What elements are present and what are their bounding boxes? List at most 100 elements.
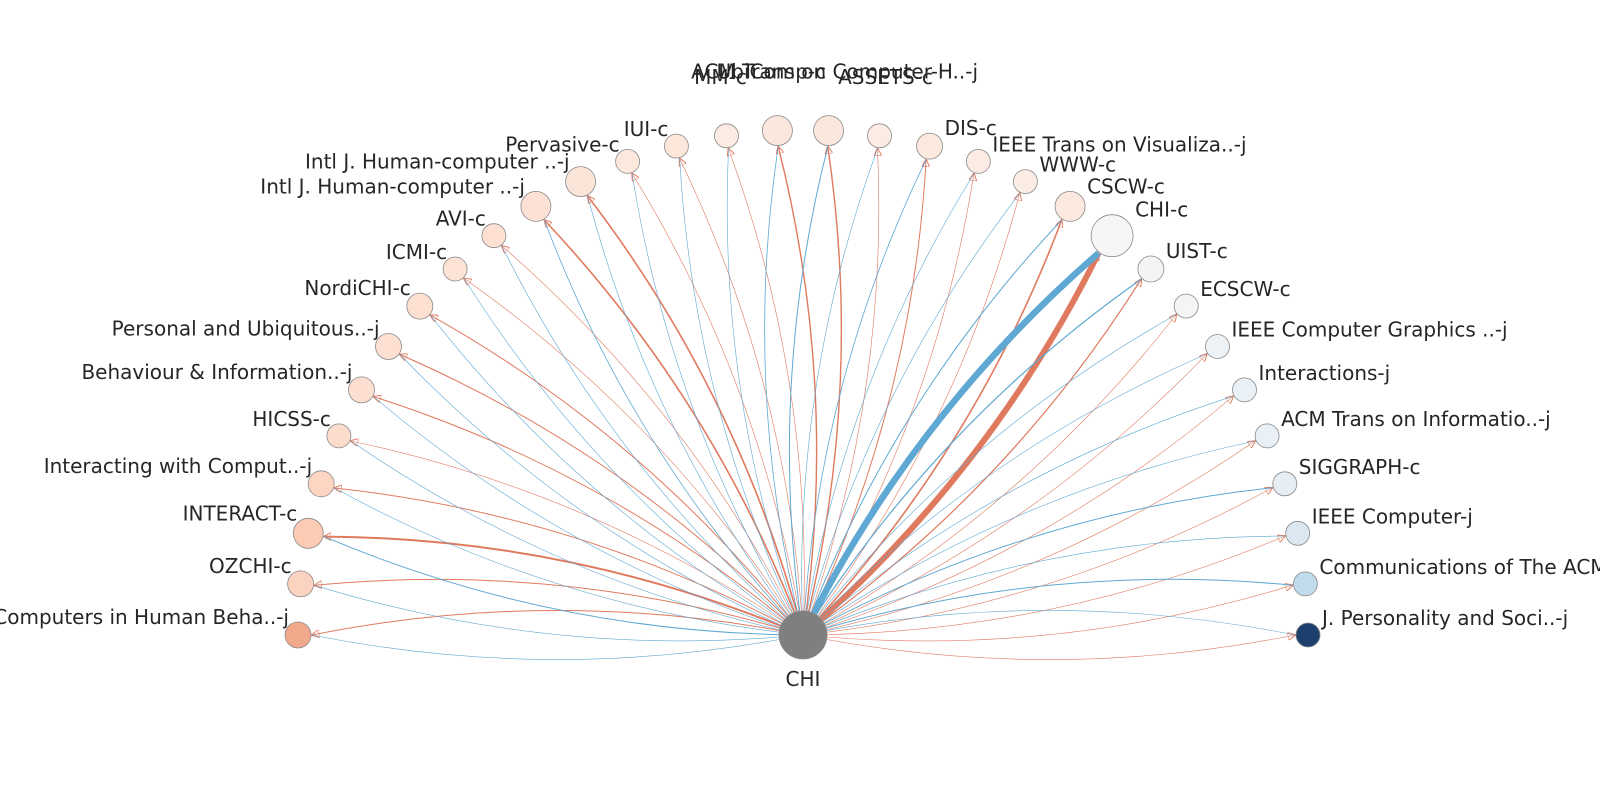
node-12[interactable] [615, 148, 640, 174]
node-label-12: Pervasive-c [505, 132, 619, 156]
node-label-31: J. Personality and Soci..-j [1320, 606, 1568, 630]
node-11[interactable] [565, 166, 596, 198]
edge-out-22 [801, 253, 1102, 638]
edge-out-12 [632, 174, 804, 636]
node-19[interactable] [966, 148, 991, 174]
edge-out-15 [778, 147, 818, 636]
edges-layer [312, 147, 1295, 660]
node-26[interactable] [1232, 377, 1257, 403]
node-13[interactable] [664, 133, 689, 159]
node-4[interactable] [326, 423, 352, 449]
edge-in-1 [314, 585, 804, 642]
node-label-23: UIST-c [1166, 239, 1228, 263]
node-20[interactable] [1013, 169, 1038, 195]
node-label-1: OZCHI-c [209, 554, 292, 578]
edge-in-4 [350, 440, 804, 636]
node-label-0: Computers in Human Beha..-j [0, 605, 289, 629]
node-label-27: ACM Trans on Informatio..-j [1281, 407, 1551, 431]
edge-in-9 [501, 245, 804, 636]
edge-in-24 [802, 314, 1177, 636]
node-18[interactable] [916, 132, 943, 160]
edge-in-3 [334, 487, 804, 636]
edge-in-29 [802, 535, 1285, 636]
edge-out-4 [351, 441, 804, 636]
edge-out-6 [400, 355, 804, 636]
node-5[interactable] [348, 376, 375, 404]
node-6[interactable] [375, 333, 402, 360]
node-21[interactable] [1054, 190, 1086, 222]
node-3[interactable] [307, 470, 335, 498]
node-30[interactable] [1293, 571, 1318, 597]
node-8[interactable] [442, 256, 468, 282]
edge-out-31 [802, 635, 1295, 660]
edge-out-1 [315, 578, 804, 636]
node-16[interactable] [813, 115, 844, 147]
node-label-10: Intl J. Human-computer ..-j [260, 174, 525, 198]
node-label-19: IEEE Trans on Visualiza..-j [992, 132, 1246, 156]
edge-in-25 [802, 353, 1207, 636]
edge-out-11 [588, 196, 804, 636]
node-9[interactable] [481, 223, 507, 249]
edge-out-24 [802, 315, 1176, 636]
center-node-group: CHI [778, 610, 828, 691]
node-label-5: Behaviour & Information..-j [81, 360, 352, 384]
edge-out-17 [802, 149, 879, 636]
node-label-11: Intl J. Human-computer ..-j [305, 150, 570, 174]
edge-in-31 [802, 610, 1296, 636]
node-22[interactable] [1090, 214, 1134, 258]
node-label-7: NordiCHI-c [304, 276, 410, 300]
edge-in-8 [463, 278, 804, 636]
node-27[interactable] [1254, 423, 1280, 449]
edge-out-30 [802, 585, 1293, 642]
node-0[interactable] [284, 621, 312, 649]
edge-in-21 [802, 219, 1063, 636]
edge-in-15 [764, 146, 804, 636]
node-14[interactable] [714, 123, 739, 149]
node-label-21: CSCW-c [1087, 174, 1165, 198]
node-23[interactable] [1137, 255, 1165, 283]
edge-out-14 [729, 149, 805, 636]
node-label-30: Communications of The ACM-j [1319, 555, 1600, 579]
node-10[interactable] [520, 190, 552, 222]
node-15[interactable] [762, 115, 793, 147]
node-label-2: INTERACT-c [183, 501, 298, 525]
edge-in-12 [631, 173, 804, 636]
node-label-24: ECSCW-c [1200, 277, 1290, 301]
node-2[interactable] [292, 517, 324, 549]
nodes-layer [284, 115, 1321, 649]
node-25[interactable] [1205, 334, 1230, 359]
node-label-20: WWW-c [1039, 153, 1116, 177]
edge-in-13 [679, 158, 804, 636]
node-7[interactable] [406, 292, 434, 320]
node-label-3: Interacting with Comput..-j [44, 454, 313, 478]
center-node[interactable] [778, 610, 828, 660]
node-24[interactable] [1173, 293, 1199, 319]
node-1[interactable] [287, 570, 315, 598]
node-label-4: HICSS-c [252, 407, 331, 431]
node-label-29: IEEE Computer-j [1312, 504, 1473, 528]
edge-in-10 [543, 219, 804, 636]
node-label-13: IUI-c [624, 117, 669, 141]
node-29[interactable] [1285, 520, 1311, 546]
node-label-26: Interactions-j [1259, 361, 1391, 385]
edge-out-21 [802, 220, 1062, 636]
edge-in-6 [399, 354, 804, 636]
node-label-15: UbiComp-c [717, 60, 826, 84]
edge-in-11 [587, 195, 804, 636]
node-label-6: Personal and Ubiquitous..-j [112, 317, 380, 341]
edge-out-7 [430, 315, 804, 636]
edge-out-16 [802, 147, 843, 636]
edge-out-8 [464, 278, 804, 636]
node-28[interactable] [1272, 471, 1298, 497]
node-label-18: DIS-c [945, 116, 997, 140]
node-label-17: ASSETS-c [838, 65, 933, 89]
node-label-8: ICMI-c [386, 240, 447, 264]
node-17[interactable] [867, 123, 892, 149]
node-31[interactable] [1295, 622, 1321, 648]
node-label-14: MM-c [694, 65, 747, 89]
edge-in-30 [802, 578, 1293, 636]
edge-out-13 [680, 159, 804, 636]
edge-out-25 [802, 354, 1207, 636]
edge-out-28 [802, 488, 1272, 636]
